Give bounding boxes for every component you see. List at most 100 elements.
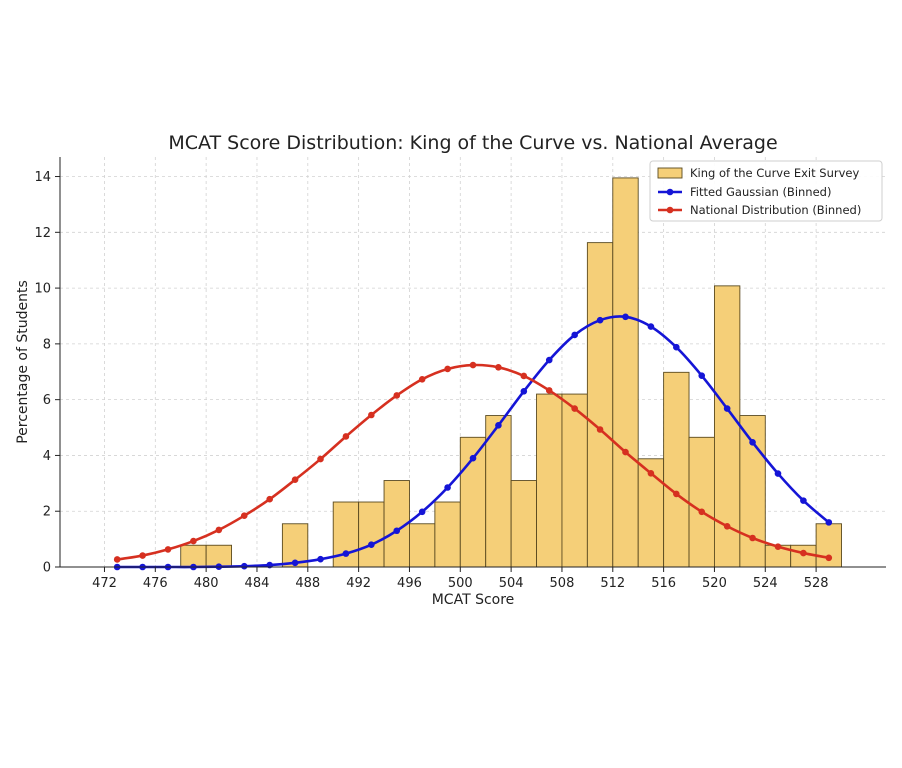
histogram-bar — [536, 393, 563, 568]
series-point — [291, 476, 299, 484]
x-tick-label: 516 — [651, 576, 676, 591]
series-point — [342, 433, 350, 440]
series-point — [723, 405, 731, 412]
series-point — [698, 508, 706, 516]
series-point — [571, 331, 578, 339]
series-point — [444, 484, 451, 491]
series-point — [647, 469, 655, 477]
series-point — [393, 527, 401, 535]
series-point — [673, 490, 680, 498]
histogram-bar — [815, 523, 842, 568]
x-tick-label: 492 — [346, 576, 371, 591]
x-tick-label: 472 — [92, 576, 117, 591]
chart-title: MCAT Score Distribution: King of the Cur… — [168, 132, 777, 154]
axes: 472 476 480 484 488 492 496 500 504 508 512 516 520 5… — [34, 157, 886, 591]
series-point — [673, 343, 680, 351]
y-tick-label: 12 — [34, 226, 51, 241]
histogram-bar — [688, 436, 715, 568]
series-point — [520, 372, 528, 380]
series-point — [800, 497, 807, 504]
series-point — [596, 316, 604, 324]
series-point — [571, 405, 578, 412]
series-point — [190, 537, 197, 545]
histogram-bar — [434, 501, 461, 568]
y-tick-label: 8 — [43, 337, 51, 352]
series-point — [749, 439, 756, 446]
series-point — [545, 356, 553, 364]
series-point — [444, 365, 451, 373]
series-point — [495, 363, 502, 371]
series-point — [240, 562, 248, 570]
x-tick-label: 480 — [194, 576, 219, 591]
histogram-bar — [358, 501, 385, 568]
y-tick-label: 6 — [43, 393, 51, 408]
series-point — [825, 519, 833, 526]
x-tick-label: 484 — [245, 576, 270, 591]
histogram-bar — [561, 393, 588, 568]
x-tick-label: 528 — [804, 576, 829, 591]
x-tick-label: 508 — [550, 576, 575, 591]
series-point — [215, 526, 223, 534]
series-point — [418, 508, 426, 516]
series-point — [469, 361, 477, 369]
y-tick-label: 0 — [43, 561, 51, 576]
histogram-bar — [510, 480, 537, 568]
legend-swatch-histogram — [657, 167, 683, 179]
series-point — [164, 546, 172, 553]
series-point — [291, 559, 299, 567]
x-tick-label: 512 — [600, 576, 625, 591]
series-point — [139, 552, 146, 559]
histogram-bar — [409, 523, 436, 568]
legend-box — [649, 160, 883, 222]
series-point — [469, 454, 477, 462]
series-point — [596, 426, 604, 433]
histogram-bar — [332, 501, 360, 568]
y-tick-label: 2 — [43, 505, 51, 520]
series-point — [520, 387, 528, 395]
x-tick-label: 500 — [448, 576, 473, 591]
legend-swatch-marker — [666, 188, 674, 196]
series-point — [240, 512, 248, 519]
series-point — [723, 522, 731, 530]
series-point — [647, 323, 655, 330]
series-point — [393, 392, 401, 399]
legend-swatch-marker — [666, 206, 674, 214]
x-tick-label: 504 — [499, 576, 524, 591]
y-axis-label: Percentage of Students — [15, 280, 31, 444]
series-point — [368, 411, 375, 419]
legend-label-series: Fitted Gaussian (Binned) — [690, 185, 831, 199]
series-point — [774, 470, 782, 477]
series-point — [317, 555, 324, 563]
series-point — [113, 556, 121, 563]
histogram-bar — [586, 242, 614, 568]
series-lines — [113, 313, 833, 571]
histogram-bar — [663, 371, 690, 568]
series-point — [622, 448, 629, 456]
series-point — [266, 495, 273, 503]
series-point — [774, 543, 782, 550]
series-point — [342, 550, 350, 557]
series-point — [545, 387, 553, 394]
series-point — [622, 313, 629, 321]
y-tick-label: 14 — [34, 170, 51, 185]
y-tick-label: 4 — [43, 449, 51, 464]
y-tick-label: 10 — [34, 282, 51, 297]
x-tick-label: 476 — [143, 576, 168, 591]
series-point — [698, 372, 706, 379]
x-tick-label: 488 — [295, 576, 320, 591]
legend-label-histogram: King of the Curve Exit Survey — [690, 166, 859, 180]
series-point — [825, 554, 833, 562]
histogram-bar — [637, 458, 665, 568]
series-point — [418, 375, 426, 383]
series-point — [495, 422, 502, 429]
histogram-bar — [612, 177, 639, 568]
x-axis-label: MCAT Score — [432, 592, 515, 608]
x-tick-label: 520 — [702, 576, 727, 591]
series-point — [749, 534, 756, 542]
legend: King of the Curve Exit Survey Fitted Gaus… — [649, 160, 883, 222]
x-tick-label: 524 — [753, 576, 778, 591]
histogram-bar — [739, 415, 766, 568]
histogram-bars — [180, 177, 842, 568]
series-point — [368, 541, 375, 548]
